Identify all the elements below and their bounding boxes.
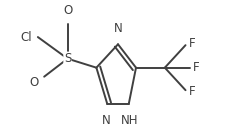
Text: O: O bbox=[63, 4, 72, 17]
Text: S: S bbox=[64, 52, 71, 65]
Text: Cl: Cl bbox=[21, 31, 32, 44]
Text: F: F bbox=[189, 37, 195, 50]
Text: F: F bbox=[193, 61, 199, 74]
Text: N: N bbox=[114, 22, 122, 35]
Text: F: F bbox=[189, 85, 195, 99]
Text: N: N bbox=[102, 114, 111, 127]
Text: NH: NH bbox=[121, 114, 138, 127]
Text: O: O bbox=[30, 76, 39, 89]
